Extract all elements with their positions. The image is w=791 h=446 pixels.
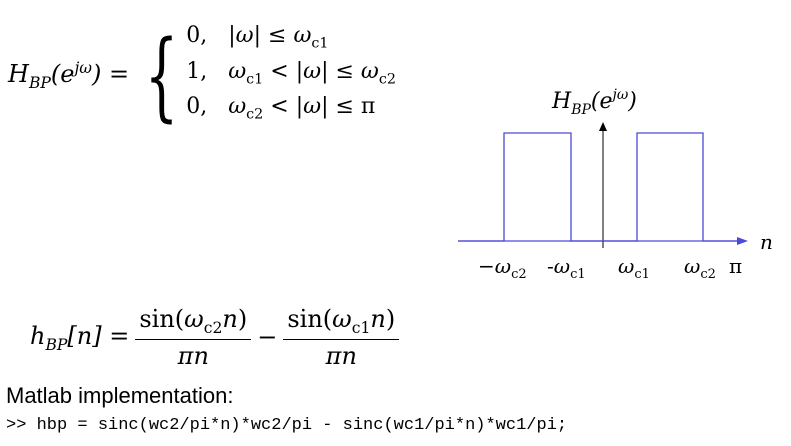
case-value: 0, (186, 23, 208, 49)
case-value: 1, (186, 58, 208, 84)
case-value: 0, (186, 94, 208, 120)
tick-wc2: ωc2 (684, 254, 716, 282)
fraction-denominator: πn (177, 341, 209, 370)
tick-wc1: ωc1 (618, 254, 650, 282)
impulse-response-equation: hBP[n] = sin(ωc2n) πn − sin(ωc1n) πn (30, 305, 405, 370)
case-row: 0, |ω| ≤ ωc1 (186, 22, 396, 57)
case-condition: ωc2 < |ω| ≤ π (228, 94, 376, 123)
case-row: 1, ωc1 < |ω| ≤ ωc2 (186, 58, 396, 93)
matlab-code-line: >> hbp = sinc(wc2/pi*n)*wc2/pi - sinc(wc… (6, 416, 568, 435)
fraction-denominator: πn (325, 341, 357, 370)
equation-cases: 0, |ω| ≤ ωc1 1, ωc1 < |ω| ≤ ωc2 0, ωc2 <… (186, 22, 396, 128)
case-condition: |ω| ≤ ωc1 (228, 23, 329, 52)
minus-operator: − (257, 323, 278, 352)
x-axis-label: n (760, 230, 773, 254)
fraction-numerator: sin(ωc1n) (283, 305, 400, 340)
fraction-numerator: sin(ωc2n) (135, 305, 252, 340)
matlab-heading: Matlab implementation: (6, 383, 234, 408)
fraction-term-1: sin(ωc2n) πn (135, 305, 252, 370)
case-condition: ωc1 < |ω| ≤ ωc2 (228, 58, 396, 88)
equation-lhs: hBP[n] = (30, 321, 130, 354)
tick-neg-wc2: −ωc2 (478, 254, 527, 282)
tick-neg-wc1: -ωc1 (547, 254, 586, 282)
plot-title: HBP(ejω) (551, 87, 637, 118)
fraction-term-2: sin(ωc1n) πn (283, 305, 400, 370)
tick-pi: π (729, 254, 742, 278)
case-row: 0, ωc2 < |ω| ≤ π (186, 93, 396, 128)
left-brace: { (144, 19, 179, 132)
y-axis-arrow-icon (599, 122, 607, 131)
x-axis-arrow-icon (737, 237, 748, 245)
equation-lhs: HBP(ejω) = (8, 59, 130, 92)
piecewise-equation: HBP(ejω) = { 0, |ω| ≤ ωc1 1, ωc1 < |ω| ≤… (8, 19, 396, 132)
passband-response (458, 132, 740, 242)
